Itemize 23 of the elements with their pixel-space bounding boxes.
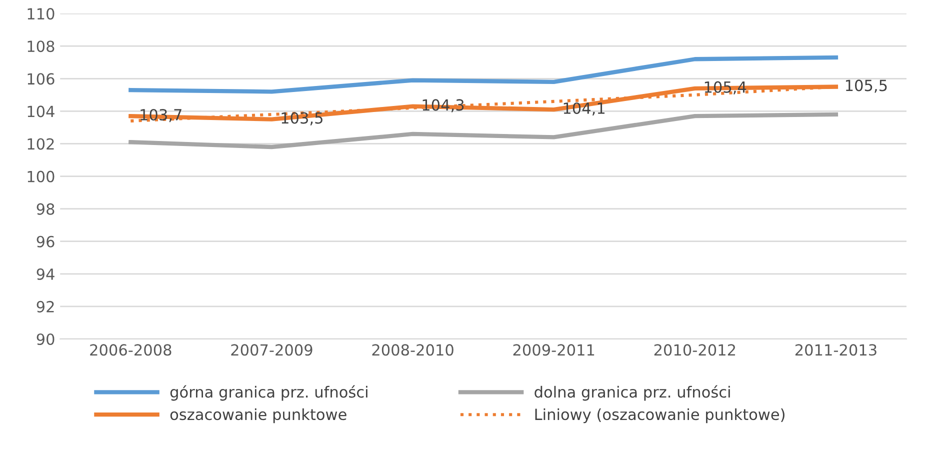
y-tick-label: 106: [28, 73, 54, 85]
y-tick-label: 92: [36, 300, 54, 312]
y-tick-label: 104: [28, 106, 54, 118]
legend-label: górna granica prz. ufności: [170, 385, 368, 401]
legend-label: oszacowanie punktowe: [170, 408, 346, 424]
x-tick-label: 2008-2010: [372, 344, 454, 356]
data-label: 105,5: [846, 80, 887, 93]
y-tick-label: 98: [36, 203, 54, 215]
x-tick-label: 2009-2011: [513, 344, 594, 356]
y-tick-label: 108: [28, 40, 54, 52]
legend-label: dolna granica prz. ufności: [534, 385, 730, 401]
x-tick-label: 2010-2012: [654, 344, 736, 356]
line-series: [128, 55, 838, 94]
x-tick-label: 2011-2013: [795, 344, 876, 356]
x-tick-label: 2006-2008: [90, 344, 172, 356]
y-tick-label: 94: [36, 268, 54, 280]
y-tick-label: 100: [28, 170, 54, 182]
x-tick-label: 2007-2009: [231, 344, 312, 356]
y-tick-label: 110: [28, 8, 54, 20]
legend-label: Liniowy (oszacowanie punktowe): [535, 408, 784, 424]
y-tick-label: 90: [36, 333, 54, 346]
y-tick-label: 96: [36, 236, 54, 248]
y-tick-label: 102: [28, 138, 54, 150]
